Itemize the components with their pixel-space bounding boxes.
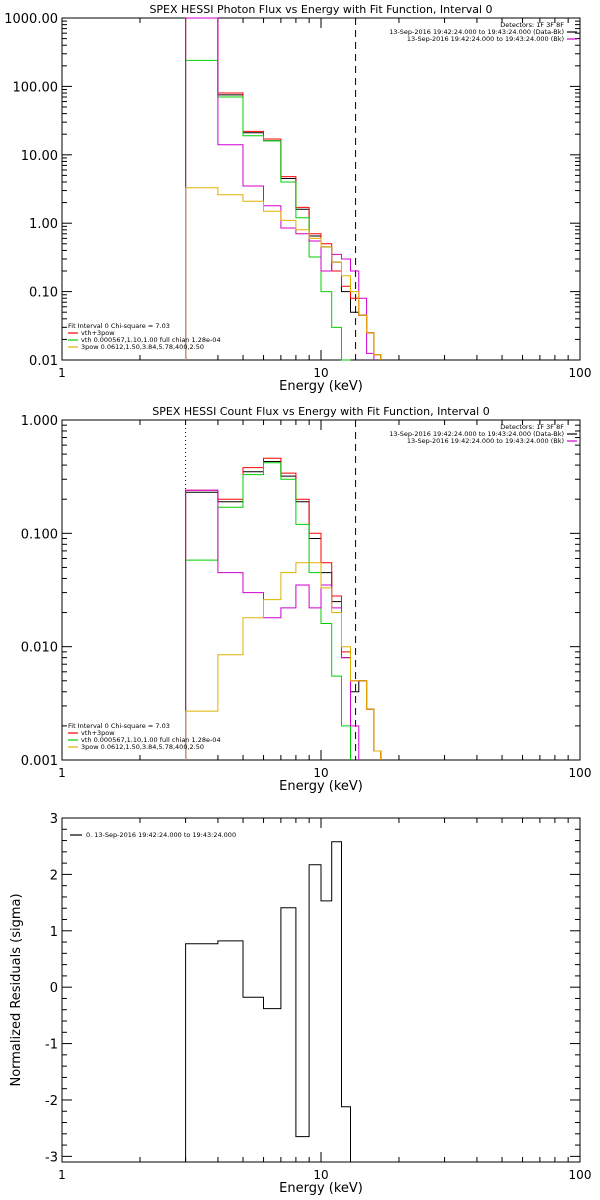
chart-2: SPEX HESSI Count Flux vs Energy with Fit… [21, 405, 592, 794]
series-line-3 [185, 462, 351, 760]
x-tick-label: 1 [58, 1168, 66, 1182]
y-tick-label: 1.00 [29, 217, 58, 232]
y-tick-label: 1.000 [21, 414, 58, 429]
legend-text: 0. 13-Sep-2016 19:42:24.000 to 19:43:24.… [86, 831, 236, 839]
y-tick-label: 0.001 [21, 754, 58, 769]
chart-title: SPEX HESSI Count Flux vs Energy with Fit… [152, 405, 489, 418]
legend-bottom-text: vth+3pow [81, 329, 115, 337]
y-tick-label: 0 [50, 981, 58, 996]
legend-bottom-text: vth+3pow [81, 729, 115, 737]
chart-title: SPEX HESSI Photon Flux vs Energy with Fi… [149, 3, 492, 16]
chart-1: SPEX HESSI Photon Flux vs Energy with Fi… [4, 3, 591, 394]
legend-bottom-text: Fit Interval 0 Chi-square = 7.03 [68, 722, 170, 730]
legend-top-text: 13-Sep-2016 19:42:24.000 to 19:43:24.000… [407, 35, 564, 43]
legend-bottom-text: Fit Interval 0 Chi-square = 7.03 [68, 322, 170, 330]
y-tick-label: 0.100 [21, 527, 58, 542]
legend-top-text: 13-Sep-2016 19:42:24.000 to 19:43:24.000… [407, 437, 564, 445]
y-tick-label: 3 [50, 812, 58, 827]
y-tick-label: -3 [45, 1150, 58, 1165]
chart-3: 1 10 100 Energy (keV) -3 -2 -1 0 1 2 3 Normalized R… [9, 812, 591, 1196]
legend-bottom-text: vth 0.000567,1.10,1.00 full chian 1.28e-… [81, 736, 221, 744]
x-tick-label: 100 [569, 766, 592, 780]
legend-top-text: 13-Sep-2016 19:42:24.000 to 19:43:24.000… [389, 430, 564, 438]
series-line-3 [185, 59, 351, 361]
legend-top-text: Detectors: 1F 3F 8F [500, 423, 564, 431]
x-tick-label: 1 [58, 366, 66, 380]
y-tick-label: 1000.00 [4, 12, 58, 27]
x-tick-label: 100 [569, 1168, 592, 1182]
series-line-4 [185, 489, 360, 760]
x-tick-label: 1 [58, 766, 66, 780]
legend-top-text: 13-Sep-2016 19:42:24.000 to 19:43:24.000… [389, 28, 564, 36]
series-line-5 [185, 187, 382, 360]
legend-bottom-text: 3pow 0.0612,1.50,3.84,5.78,400,2.50 [81, 743, 204, 751]
y-tick-label: 2 [50, 868, 58, 883]
legend-top-text: Detectors: 1F 3F 8F [500, 21, 564, 29]
x-tick-label: 10 [313, 766, 328, 780]
x-tick-label: 10 [313, 366, 328, 380]
x-axis-label: Energy (keV) [279, 1181, 363, 1196]
y-tick-label: 0.10 [29, 286, 58, 301]
y-axis-label: Normalized Residuals (sigma) [9, 893, 24, 1086]
y-tick-label: 100.00 [13, 80, 59, 95]
series-line-4 [185, 17, 375, 360]
y-tick-label: 0.010 [21, 641, 58, 656]
series-line-5 [185, 562, 382, 760]
y-tick-label: -1 [45, 1038, 58, 1053]
series-line-1 [185, 841, 351, 1162]
x-tick-label: 100 [569, 366, 592, 380]
y-tick-label: -2 [45, 1094, 58, 1109]
legend-bottom-text: vth 0.000567,1.10,1.00 full chian 1.28e-… [81, 336, 221, 344]
legend-bottom-text: 3pow 0.0612,1.50,3.84,5.78,400,2.50 [81, 343, 204, 351]
y-tick-label: 1 [50, 925, 58, 940]
y-tick-label: 10.00 [21, 149, 58, 164]
x-axis-label: Energy (keV) [279, 379, 363, 394]
x-tick-label: 10 [313, 1168, 328, 1182]
y-tick-label: 0.01 [29, 354, 58, 369]
x-axis-label: Energy (keV) [279, 779, 363, 794]
